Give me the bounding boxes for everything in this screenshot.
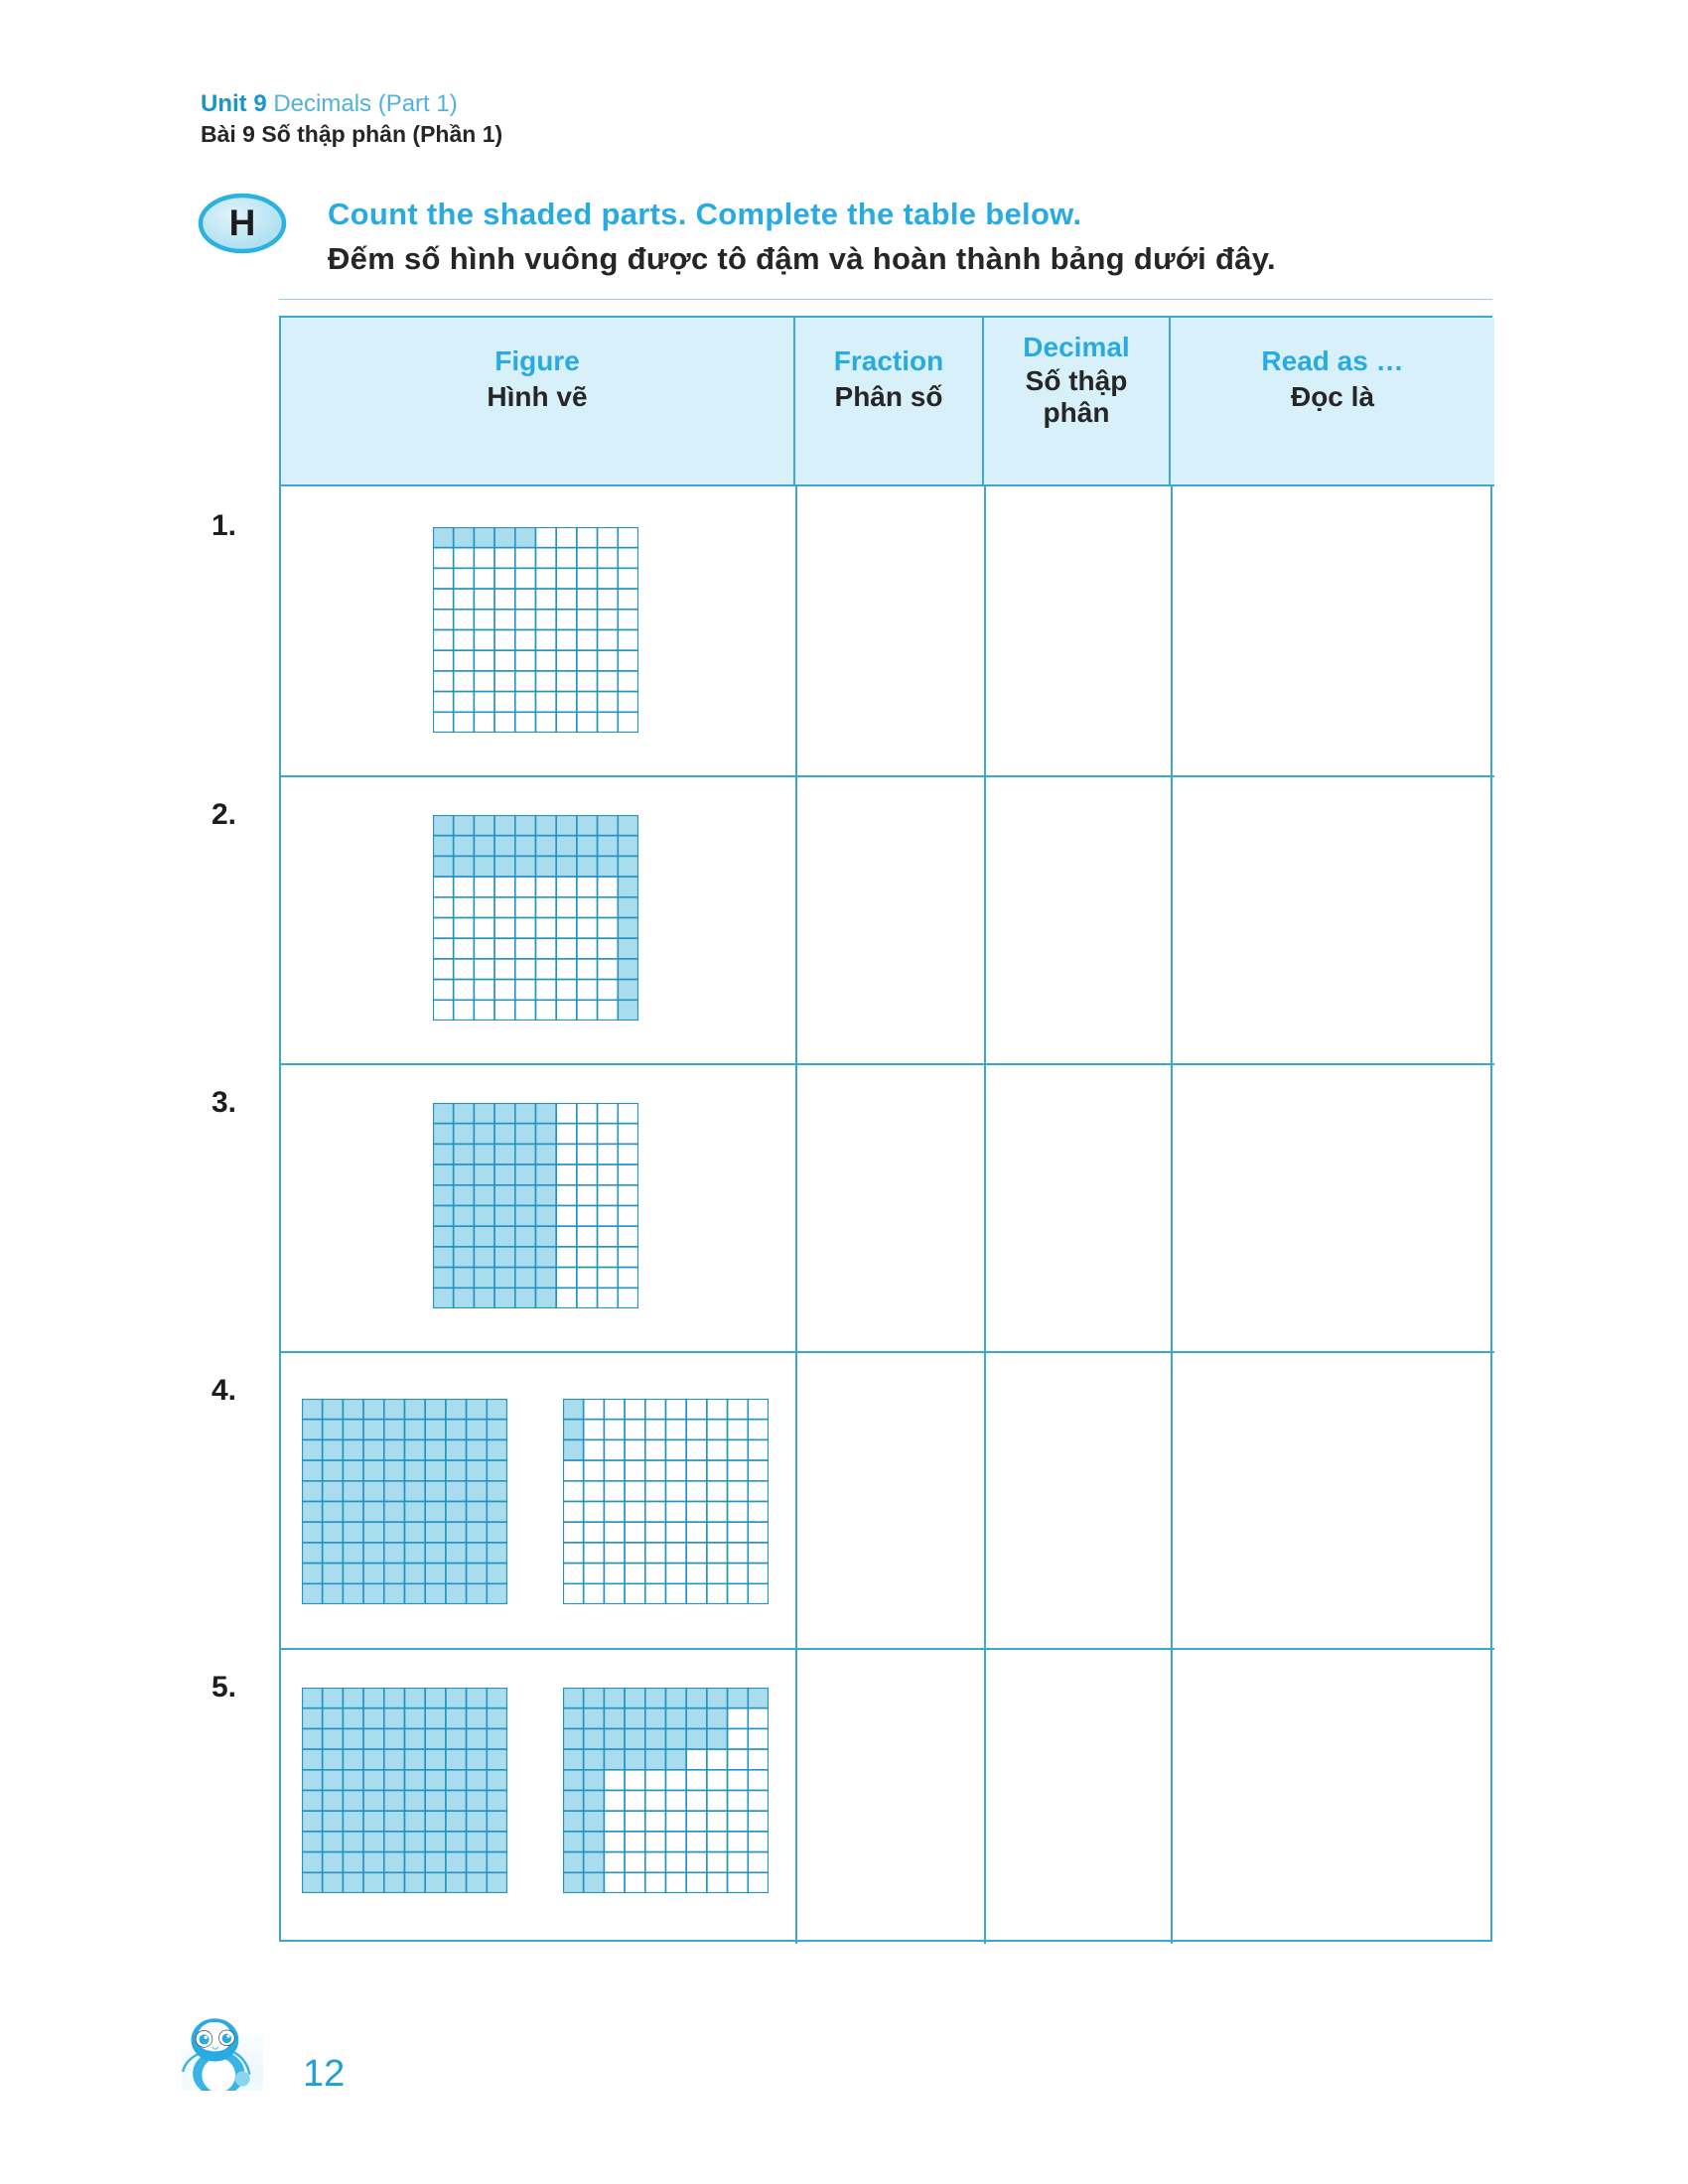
svg-text:H: H [229,203,256,243]
